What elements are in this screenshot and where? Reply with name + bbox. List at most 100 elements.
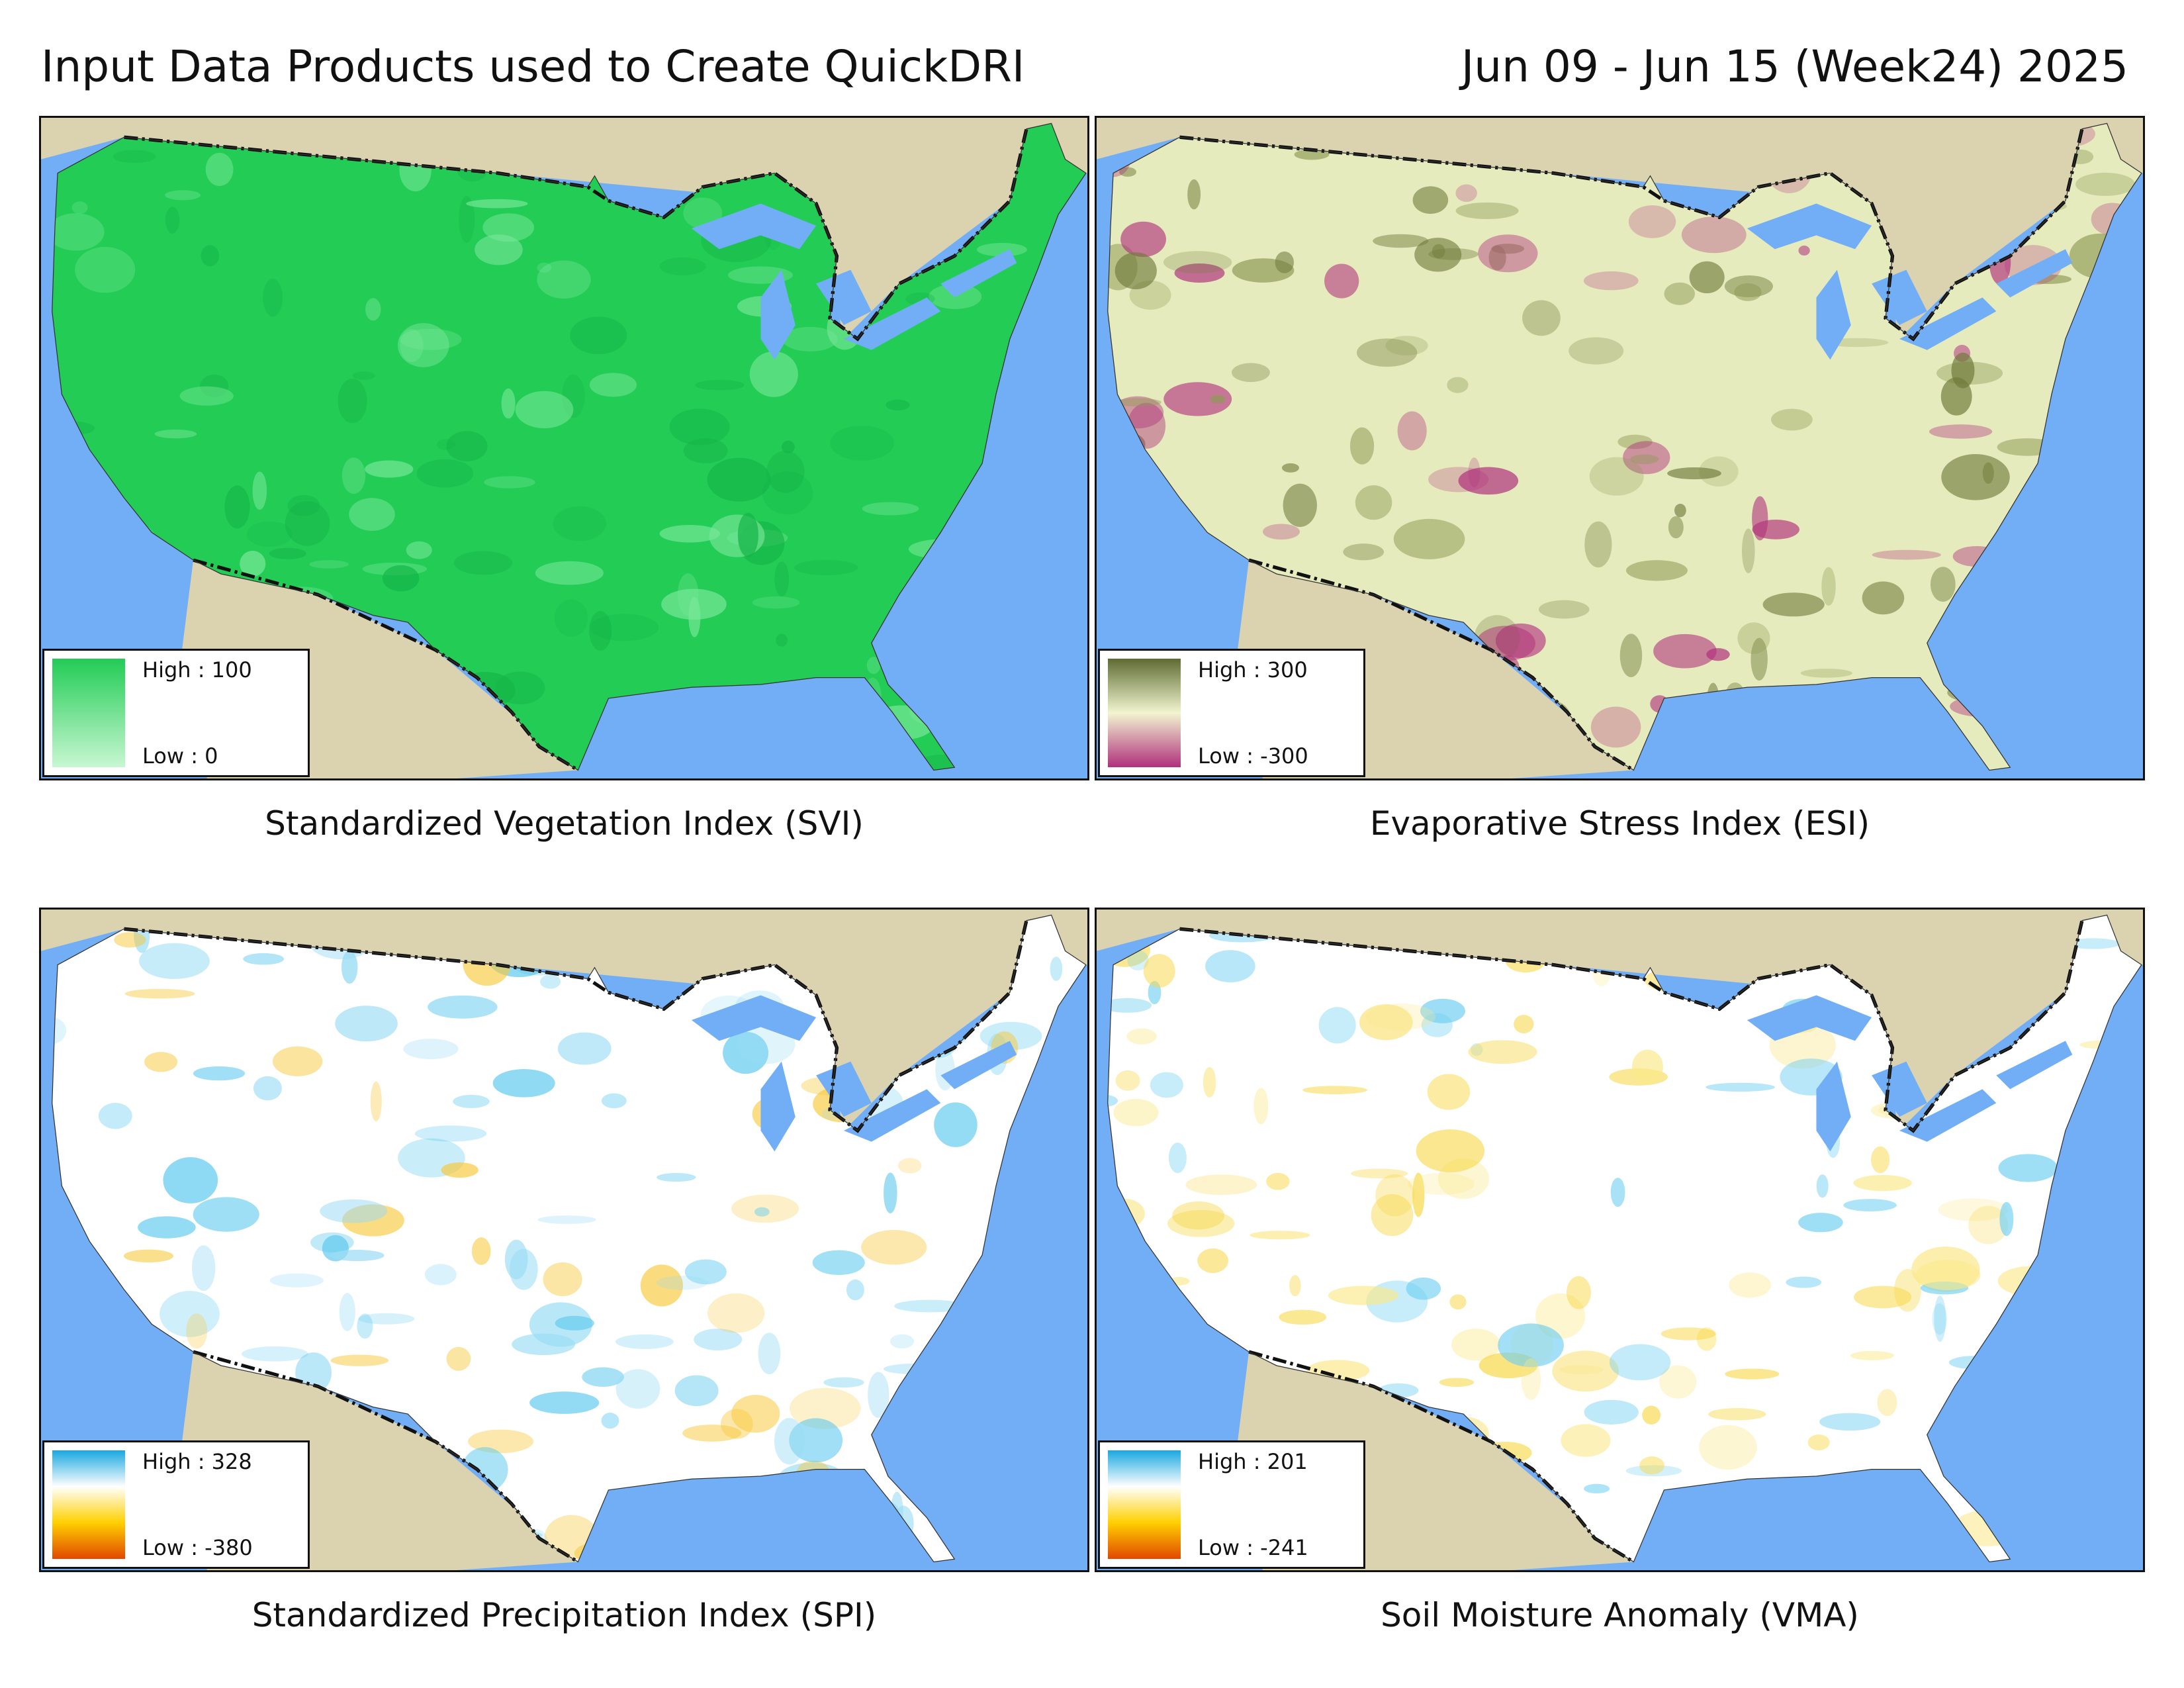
map-panel: High : 100 Low : 0 <box>39 116 1089 780</box>
texture-spot <box>492 1069 555 1098</box>
texture-spot <box>484 476 535 489</box>
texture-spot <box>659 524 721 543</box>
map-panel: High : 300 Low : -300 <box>1095 116 2145 780</box>
texture-spot <box>894 1299 966 1313</box>
texture-spot <box>1205 950 1255 982</box>
texture-spot <box>1302 1086 1368 1094</box>
texture-spot <box>1393 518 1465 559</box>
texture-spot <box>1349 427 1375 465</box>
texture-spot <box>71 201 88 214</box>
texture-spot <box>570 316 627 354</box>
legend-high: High : 201 <box>1198 1449 1308 1474</box>
lake <box>691 995 817 1041</box>
lake <box>816 269 872 326</box>
texture-spot <box>1279 1309 1327 1325</box>
texture-spot <box>193 1066 246 1081</box>
texture-spot <box>144 1052 178 1072</box>
texture-spot <box>1172 1201 1225 1230</box>
legend: High : 100 Low : 0 <box>42 649 310 777</box>
legend-high: High : 328 <box>142 1449 252 1474</box>
texture-spot <box>1281 463 1299 473</box>
texture-spot <box>1706 648 1730 661</box>
texture-spot <box>555 1315 594 1331</box>
texture-spot <box>1998 1154 2058 1182</box>
texture-spot <box>335 1006 398 1042</box>
texture-spot <box>766 451 805 493</box>
texture-spot <box>504 1239 528 1280</box>
texture-spot <box>1798 246 1810 256</box>
texture-spot <box>406 541 432 559</box>
texture-spot <box>341 951 358 984</box>
texture-spot <box>1853 1174 1912 1192</box>
texture-spot <box>399 328 462 350</box>
texture-spot <box>1934 1295 1946 1342</box>
texture-spot <box>1416 1129 1485 1172</box>
map-caption: Standardized Precipitation Index (SPI) <box>251 1596 877 1634</box>
texture-spot <box>475 234 523 265</box>
texture-spot <box>934 1102 978 1147</box>
texture-spot <box>75 246 136 293</box>
texture-spot <box>1566 1276 1591 1309</box>
texture-spot <box>707 1293 765 1333</box>
texture-spot <box>339 1293 355 1331</box>
texture-spot <box>582 1367 624 1387</box>
lake <box>843 1089 941 1142</box>
texture-spot <box>1324 263 1359 299</box>
texture-spot <box>656 1276 708 1290</box>
texture-spot <box>898 1158 922 1174</box>
texture-spot <box>285 501 330 546</box>
texture-spot <box>789 1387 861 1429</box>
texture-spot <box>240 550 266 577</box>
texture-spot <box>589 373 637 397</box>
texture-spot <box>1941 454 2010 500</box>
texture-spot <box>52 1016 67 1045</box>
texture-spot <box>1427 1074 1471 1110</box>
texture-spot <box>414 1125 487 1142</box>
texture-spot <box>1929 424 1993 439</box>
texture-spot <box>1451 1329 1501 1361</box>
texture-spot <box>341 457 366 494</box>
texture-spot <box>263 279 283 317</box>
texture-spot <box>192 1245 216 1291</box>
texture-spot <box>1150 1072 1183 1098</box>
map-caption: Soil Moisture Anomaly (VMA) <box>1381 1596 1859 1634</box>
texture-spot <box>269 547 306 559</box>
texture-spot <box>794 559 858 575</box>
canada-mexico-land <box>1097 910 2143 1570</box>
texture-spot <box>1569 337 1624 365</box>
texture-spot <box>731 1395 780 1433</box>
map <box>41 118 1087 778</box>
texture-spot <box>309 560 349 569</box>
lake <box>1899 1089 1997 1142</box>
texture-spot <box>1187 179 1201 210</box>
texture-spot <box>454 551 513 575</box>
texture-spot <box>1819 1413 1881 1431</box>
texture-spot <box>416 459 474 488</box>
texture-spot <box>615 1334 674 1349</box>
texture-spot <box>201 245 220 267</box>
texture-spot <box>1498 1323 1564 1368</box>
lake <box>940 1041 1017 1090</box>
texture-spot <box>884 1172 897 1214</box>
legend: High : 201 Low : -241 <box>1098 1440 1365 1569</box>
texture-spot <box>1406 1277 1441 1300</box>
texture-spot <box>1751 637 1768 681</box>
texture-spot <box>1143 954 1175 988</box>
lake <box>1996 1041 2073 1090</box>
legend-low: Low : -300 <box>1198 743 1308 769</box>
lake <box>1747 995 1872 1041</box>
texture-spot <box>1625 1465 1682 1477</box>
texture-spot <box>1113 1099 1159 1127</box>
texture-spot <box>1561 1424 1611 1457</box>
texture-spot <box>659 257 706 276</box>
lake <box>1872 1061 1927 1117</box>
texture-spot <box>1816 1174 1829 1198</box>
texture-spot <box>224 485 250 529</box>
texture-spot <box>1373 234 1429 248</box>
texture-spot <box>1932 1303 1947 1335</box>
map-caption: Evaporative Stress Index (ESI) <box>1369 804 1870 843</box>
texture-spot <box>382 565 420 592</box>
legend: High : 328 Low : -380 <box>42 1440 310 1569</box>
texture-spot <box>295 1352 332 1393</box>
texture-spot <box>1668 516 1684 539</box>
